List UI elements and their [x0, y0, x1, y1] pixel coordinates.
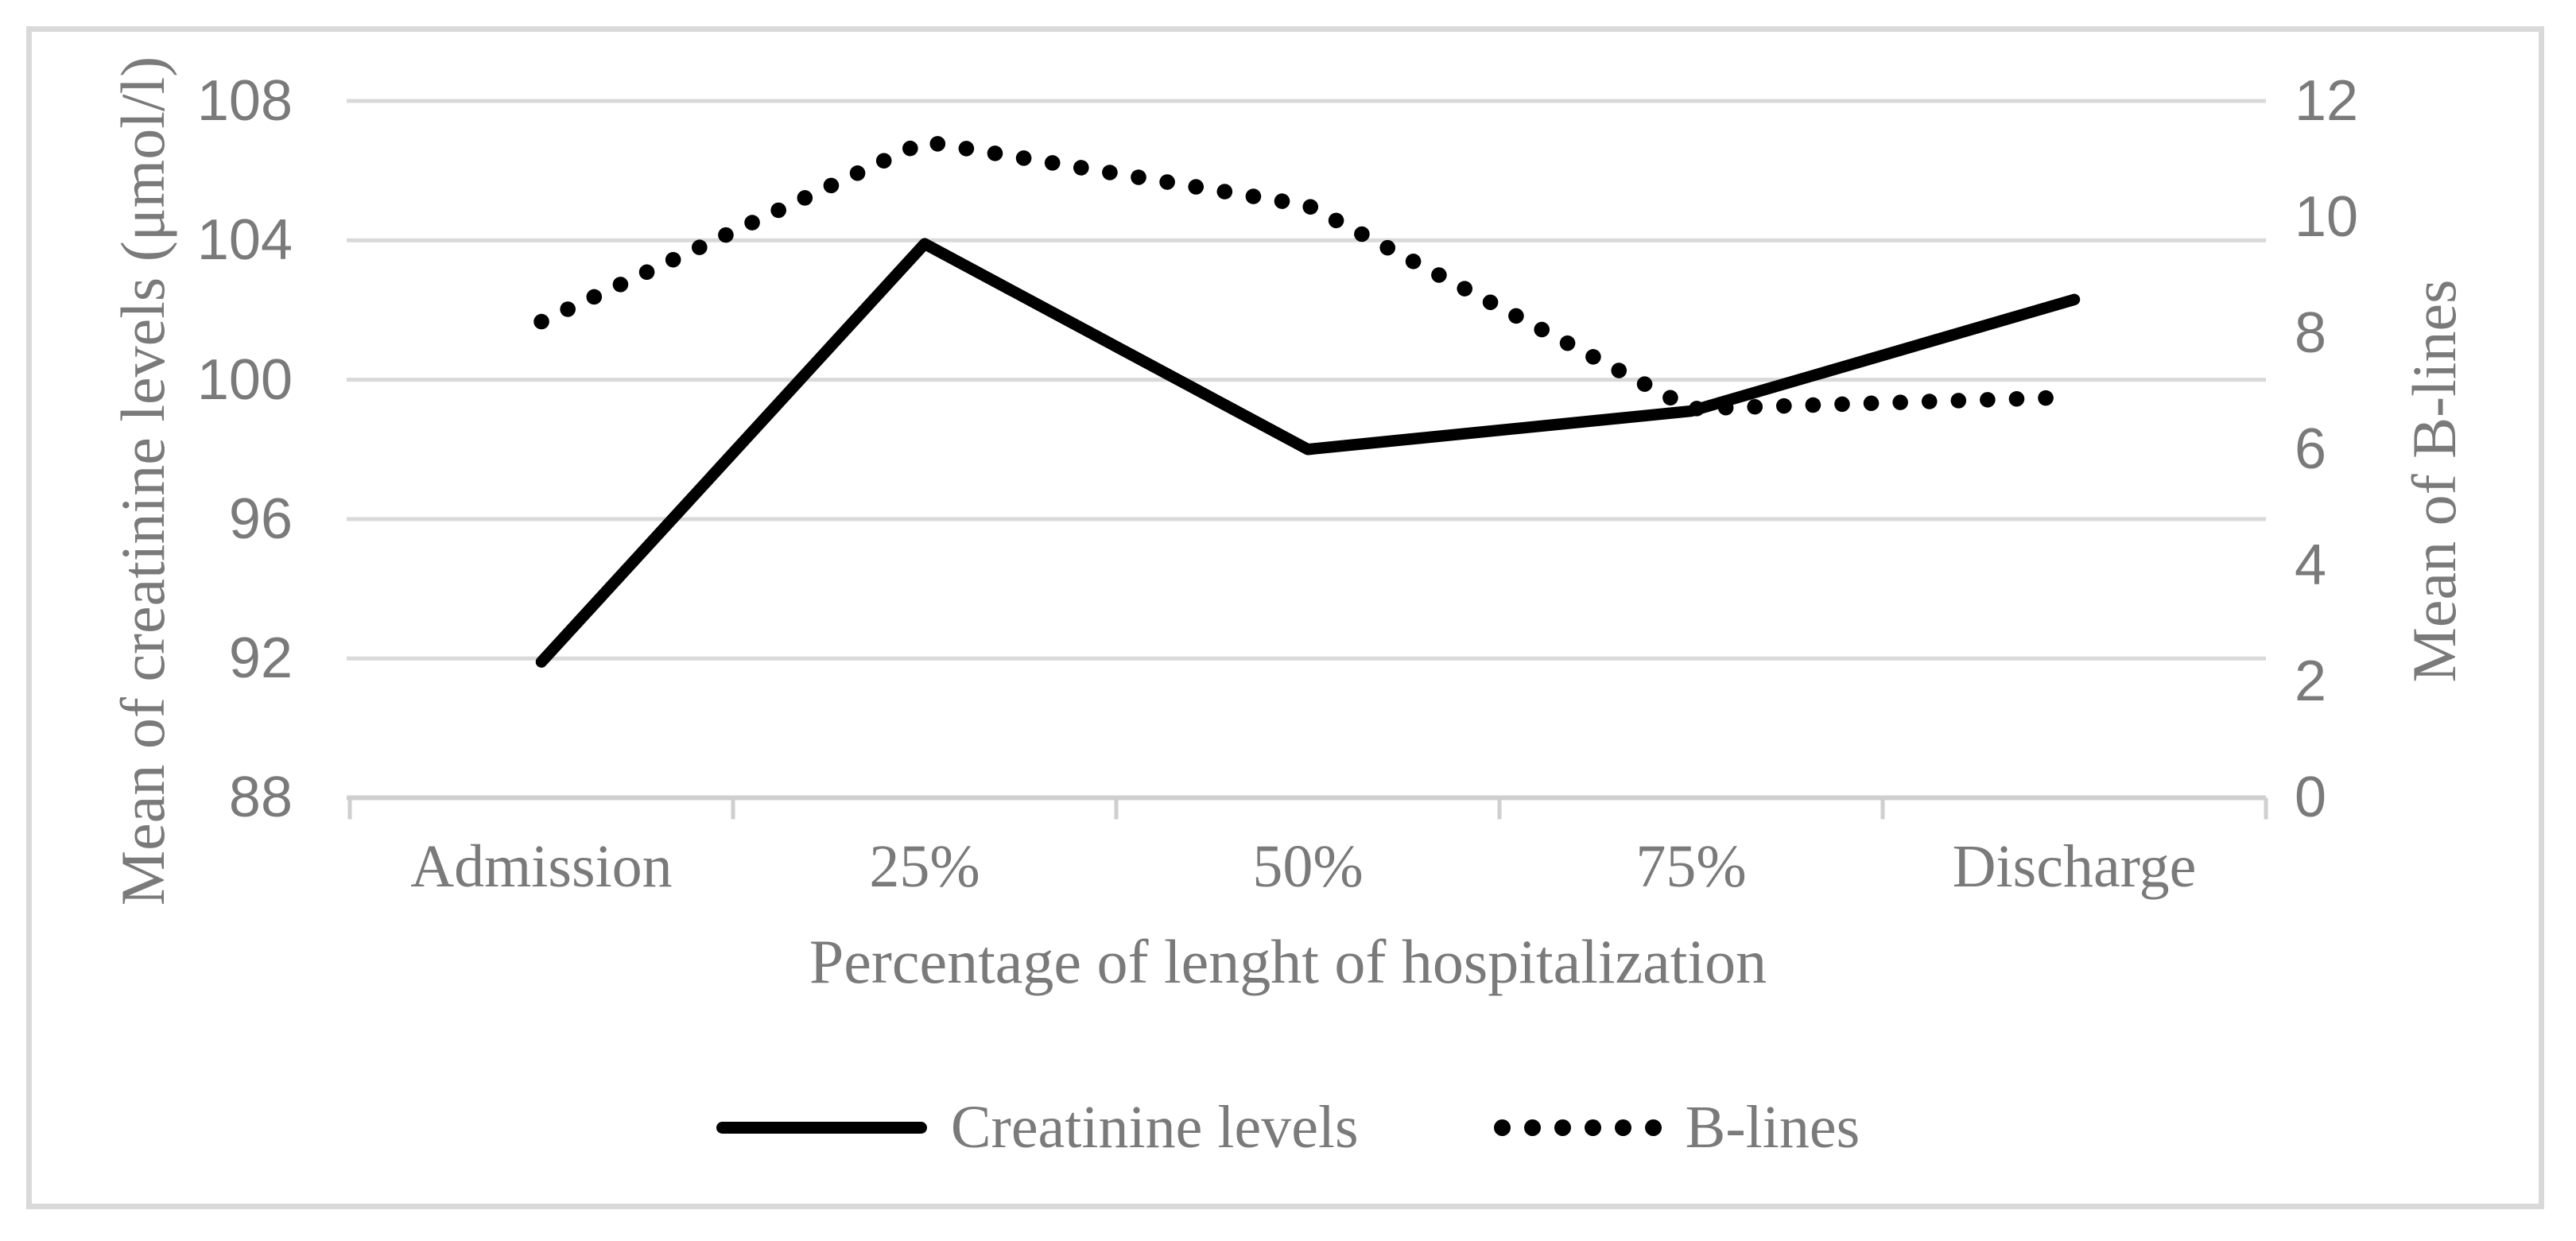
dotted-line-sample-icon	[1493, 1119, 1662, 1136]
y-left-tick-label: 88	[228, 766, 293, 829]
y-right-tick-label: 10	[2295, 185, 2359, 249]
y-right-axis-title: Mean of B-lines	[2399, 279, 2469, 683]
chart-border	[26, 26, 2544, 1209]
y-left-tick-label: 108	[196, 69, 293, 133]
legend: Creatinine levels B-lines	[0, 1088, 2576, 1167]
y-left-axis-title: Mean of creatinine levels (μmol/l)	[108, 56, 177, 906]
y-right-tick-label: 4	[2295, 533, 2327, 597]
x-category-label: 50%	[1252, 833, 1364, 900]
legend-item-creatinine: Creatinine levels	[716, 1096, 1359, 1159]
x-category-label: Discharge	[1952, 833, 2197, 900]
solid-line-sample-icon	[716, 1121, 927, 1134]
legend-item-blines: B-lines	[1493, 1094, 1860, 1161]
y-left-tick-label: 92	[228, 626, 293, 690]
y-right-tick-label: 2	[2295, 650, 2327, 713]
x-axis-title: Percentage of lenght of hospitalization	[809, 927, 1767, 996]
x-category-label: 75%	[1635, 833, 1747, 900]
y-right-tick-label: 0	[2295, 766, 2327, 829]
y-left-tick-label: 104	[196, 208, 293, 272]
y-right-tick-label: 8	[2295, 301, 2327, 365]
legend-label: Creatinine levels	[950, 1094, 1359, 1161]
x-category-label: 25%	[869, 833, 980, 900]
y-left-tick-label: 96	[228, 487, 293, 551]
y-right-tick-label: 12	[2295, 69, 2359, 133]
y-right-tick-label: 6	[2295, 417, 2327, 481]
y-left-tick-label: 100	[196, 348, 293, 412]
x-category-label: Admission	[410, 833, 673, 900]
legend-label: B-lines	[1685, 1094, 1860, 1161]
